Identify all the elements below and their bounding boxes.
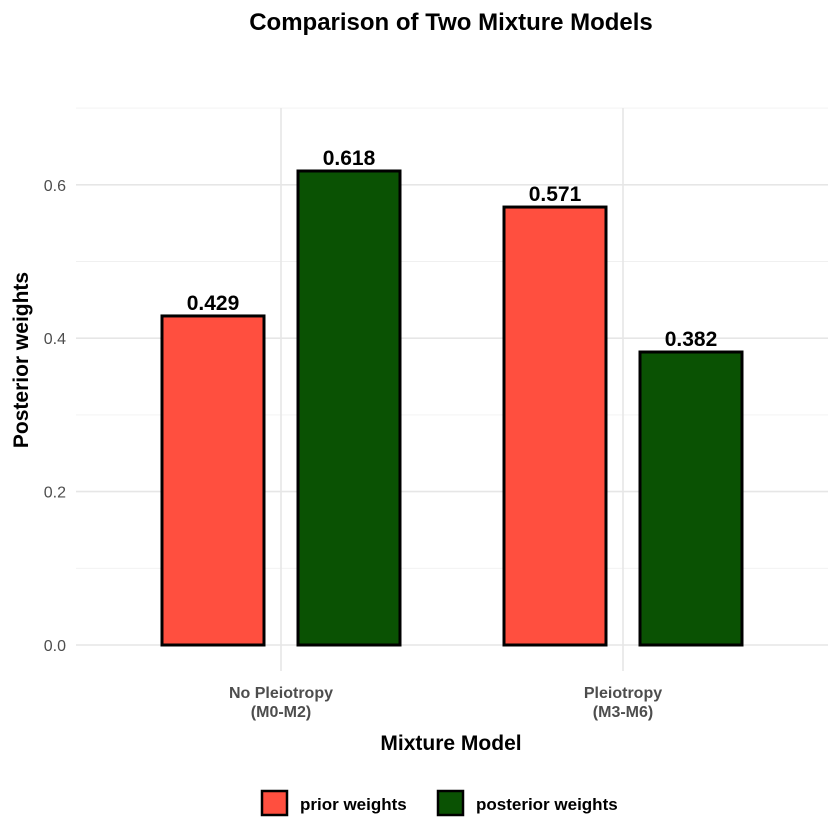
x-tick-label: Pleiotropy [584,685,662,702]
y-axis: 0.0 0.2 0.4 0.6 [44,178,66,655]
data-label: 0.571 [529,183,582,206]
data-label: 0.382 [665,328,718,351]
legend: prior weights posterior weights [260,789,618,817]
y-axis-title: Posterior weights [10,272,33,448]
data-label: 0.618 [323,147,376,170]
legend-swatch [260,789,289,817]
bars-group [160,169,744,647]
y-tick-label: 0.6 [44,178,66,195]
legend-label: prior weights [300,795,407,814]
y-tick-label: 0.2 [44,485,66,502]
data-label: 0.429 [187,292,240,315]
x-axis-title: Mixture Model [380,732,521,755]
x-tick-label: (M0-M2) [251,704,311,721]
data-labels-group: 0.429 0.571 0.618 0.382 [187,147,718,351]
legend-swatch [436,789,465,817]
y-tick-label: 0.0 [44,638,66,655]
y-tick-label: 0.4 [44,331,66,348]
bar [296,169,402,647]
bar [160,314,266,647]
x-tick-label: No Pleiotropy [229,685,333,702]
chart-title: Comparison of Two Mixture Models [249,9,653,36]
x-tick-label: (M3-M6) [593,704,653,721]
bar [638,350,744,647]
legend-label: posterior weights [476,795,618,814]
x-axis: No Pleiotropy (M0-M2) Pleiotropy (M3-M6) [229,685,662,721]
bar [502,205,608,647]
